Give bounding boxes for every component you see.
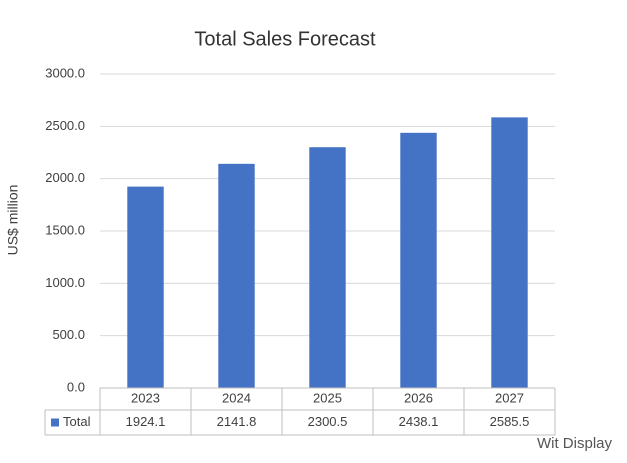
legend-swatch bbox=[51, 418, 59, 427]
y-axis-label: US$ million bbox=[5, 185, 21, 256]
x-tick-label: 2024 bbox=[222, 390, 251, 405]
legend-label: Total bbox=[63, 414, 91, 429]
bar bbox=[491, 117, 528, 388]
chart-title: Total Sales Forecast bbox=[194, 28, 376, 50]
bar bbox=[400, 132, 437, 388]
y-tick-label: 500.0 bbox=[52, 327, 85, 342]
table-value: 2585.5 bbox=[490, 414, 530, 429]
y-tick-label: 1500.0 bbox=[45, 222, 85, 237]
x-tick-label: 2026 bbox=[404, 390, 433, 405]
x-tick-label: 2025 bbox=[313, 390, 342, 405]
table-value: 2141.8 bbox=[217, 414, 257, 429]
table-value: 2438.1 bbox=[399, 414, 439, 429]
table-value: 1924.1 bbox=[126, 414, 166, 429]
y-tick-label: 3000.0 bbox=[45, 65, 85, 80]
x-tick-label: 2027 bbox=[495, 390, 524, 405]
table-value: 2300.5 bbox=[308, 414, 348, 429]
y-tick-label: 1000.0 bbox=[45, 275, 85, 290]
bar bbox=[218, 163, 255, 388]
y-tick-label: 0.0 bbox=[67, 379, 85, 394]
bar bbox=[127, 186, 164, 388]
y-tick-label: 2500.0 bbox=[45, 118, 85, 133]
x-tick-label: 2023 bbox=[131, 390, 160, 405]
watermark: Wit Display bbox=[537, 435, 613, 452]
y-tick-label: 2000.0 bbox=[45, 170, 85, 185]
bar bbox=[309, 147, 346, 388]
